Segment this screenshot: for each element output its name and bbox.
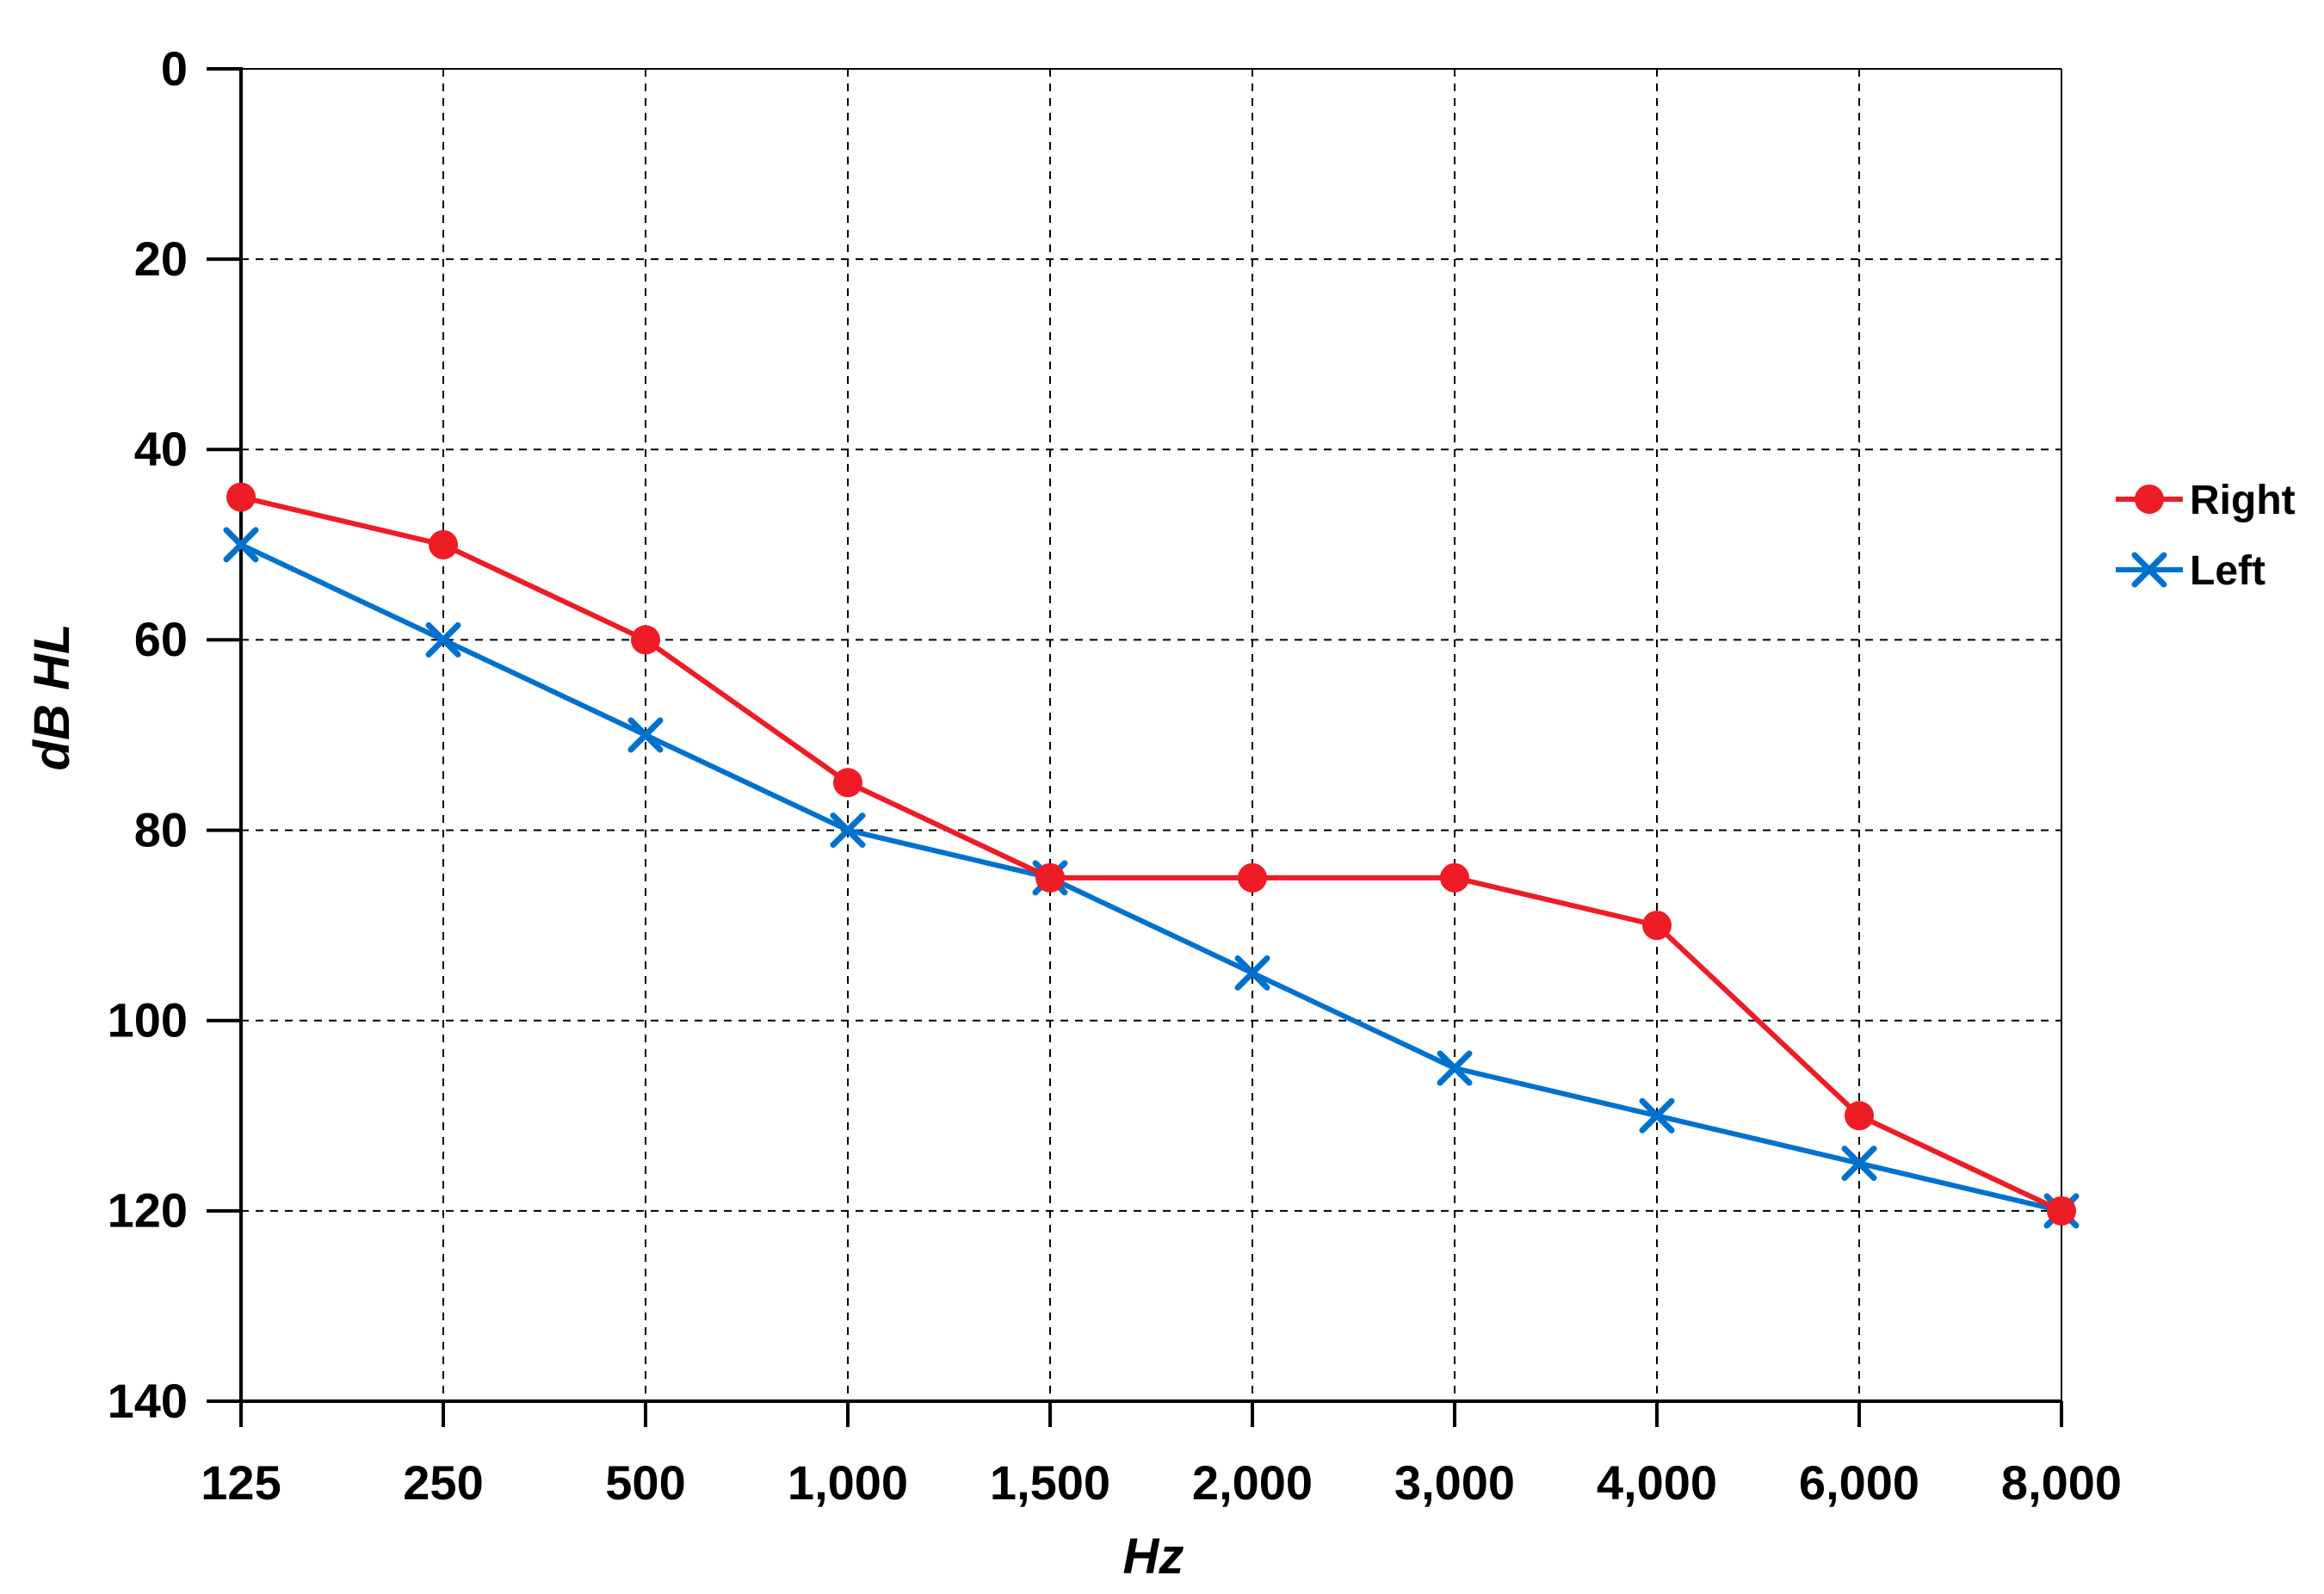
x-tick-label: 500 — [605, 1455, 685, 1510]
x-tick-label: 1,000 — [788, 1455, 908, 1510]
x-tick-label: 2,000 — [1192, 1455, 1313, 1510]
data-point-right — [833, 768, 862, 798]
data-point-right — [1440, 862, 1469, 893]
x-tick-label: 8,000 — [2001, 1455, 2122, 1510]
y-axis-title: dB HL — [24, 624, 80, 771]
x-marker-stroke — [1437, 1050, 1473, 1086]
y-tick-label: 80 — [134, 802, 188, 856]
axes — [207, 67, 2063, 1427]
series-line-right — [240, 494, 2063, 1214]
legend: Right Left — [2116, 478, 2296, 594]
legend-marker-right — [2135, 485, 2164, 514]
legend-item-left: Left — [2116, 548, 2265, 594]
data-point-left — [1841, 1146, 1877, 1182]
x-tick-label: 1,500 — [990, 1455, 1110, 1510]
y-tick-label: 20 — [134, 232, 188, 286]
data-point-right — [2047, 1196, 2076, 1226]
data-point-right — [429, 529, 458, 559]
data-point-left — [627, 717, 664, 753]
x-marker-stroke — [223, 527, 259, 563]
grid-lines — [241, 69, 2061, 1401]
x-tick-label: 250 — [403, 1455, 483, 1510]
data-point-right — [1035, 862, 1065, 893]
data-point-right — [1238, 862, 1267, 893]
legend-label-right: Right — [2190, 478, 2296, 523]
data-point-right — [1845, 1101, 1874, 1131]
x-marker-stroke — [1234, 955, 1270, 991]
data-point-right — [1642, 911, 1672, 941]
y-tick-label: 60 — [134, 612, 188, 666]
series-right — [226, 482, 2076, 1226]
x-marker-stroke — [1639, 1097, 1675, 1134]
x-tick-label: 6,000 — [1799, 1455, 1919, 1510]
y-tick-label: 100 — [108, 993, 188, 1047]
data-point-left — [1639, 1097, 1675, 1134]
y-tick-labels: 0 20 40 60 80 100 120 140 — [108, 41, 188, 1428]
data-point-left — [1234, 955, 1270, 991]
x-marker-stroke — [830, 812, 866, 849]
legend-item-right: Right — [2116, 478, 2296, 523]
data-point-left — [223, 527, 259, 563]
data-point-left — [425, 621, 461, 658]
data-point-right — [226, 482, 256, 512]
x-tick-label: 4,000 — [1597, 1455, 1717, 1510]
x-tick-labels: 125 250 500 1,000 1,500 2,000 3,000 4,000 6,000 8… — [201, 1455, 2122, 1510]
data-point-right — [631, 625, 660, 655]
data-point-left — [1437, 1050, 1473, 1086]
x-marker-stroke — [627, 717, 664, 753]
y-tick-label: 120 — [108, 1183, 188, 1238]
y-tick-label: 0 — [161, 41, 188, 96]
x-tick-label: 3,000 — [1394, 1455, 1515, 1510]
x-axis-title: Hz — [1123, 1529, 1184, 1585]
x-tick-label: 125 — [201, 1455, 281, 1510]
legend-label-left: Left — [2190, 548, 2265, 594]
y-tick-label: 140 — [108, 1374, 188, 1428]
x-marker-stroke — [1841, 1146, 1877, 1182]
legend-marker-left — [2131, 552, 2167, 588]
series-line-left — [239, 542, 2062, 1214]
x-marker-stroke — [2131, 552, 2167, 588]
x-marker-stroke — [425, 621, 461, 658]
data-point-left — [830, 812, 866, 849]
y-tick-label: 40 — [134, 422, 188, 476]
data-series — [223, 482, 2080, 1229]
